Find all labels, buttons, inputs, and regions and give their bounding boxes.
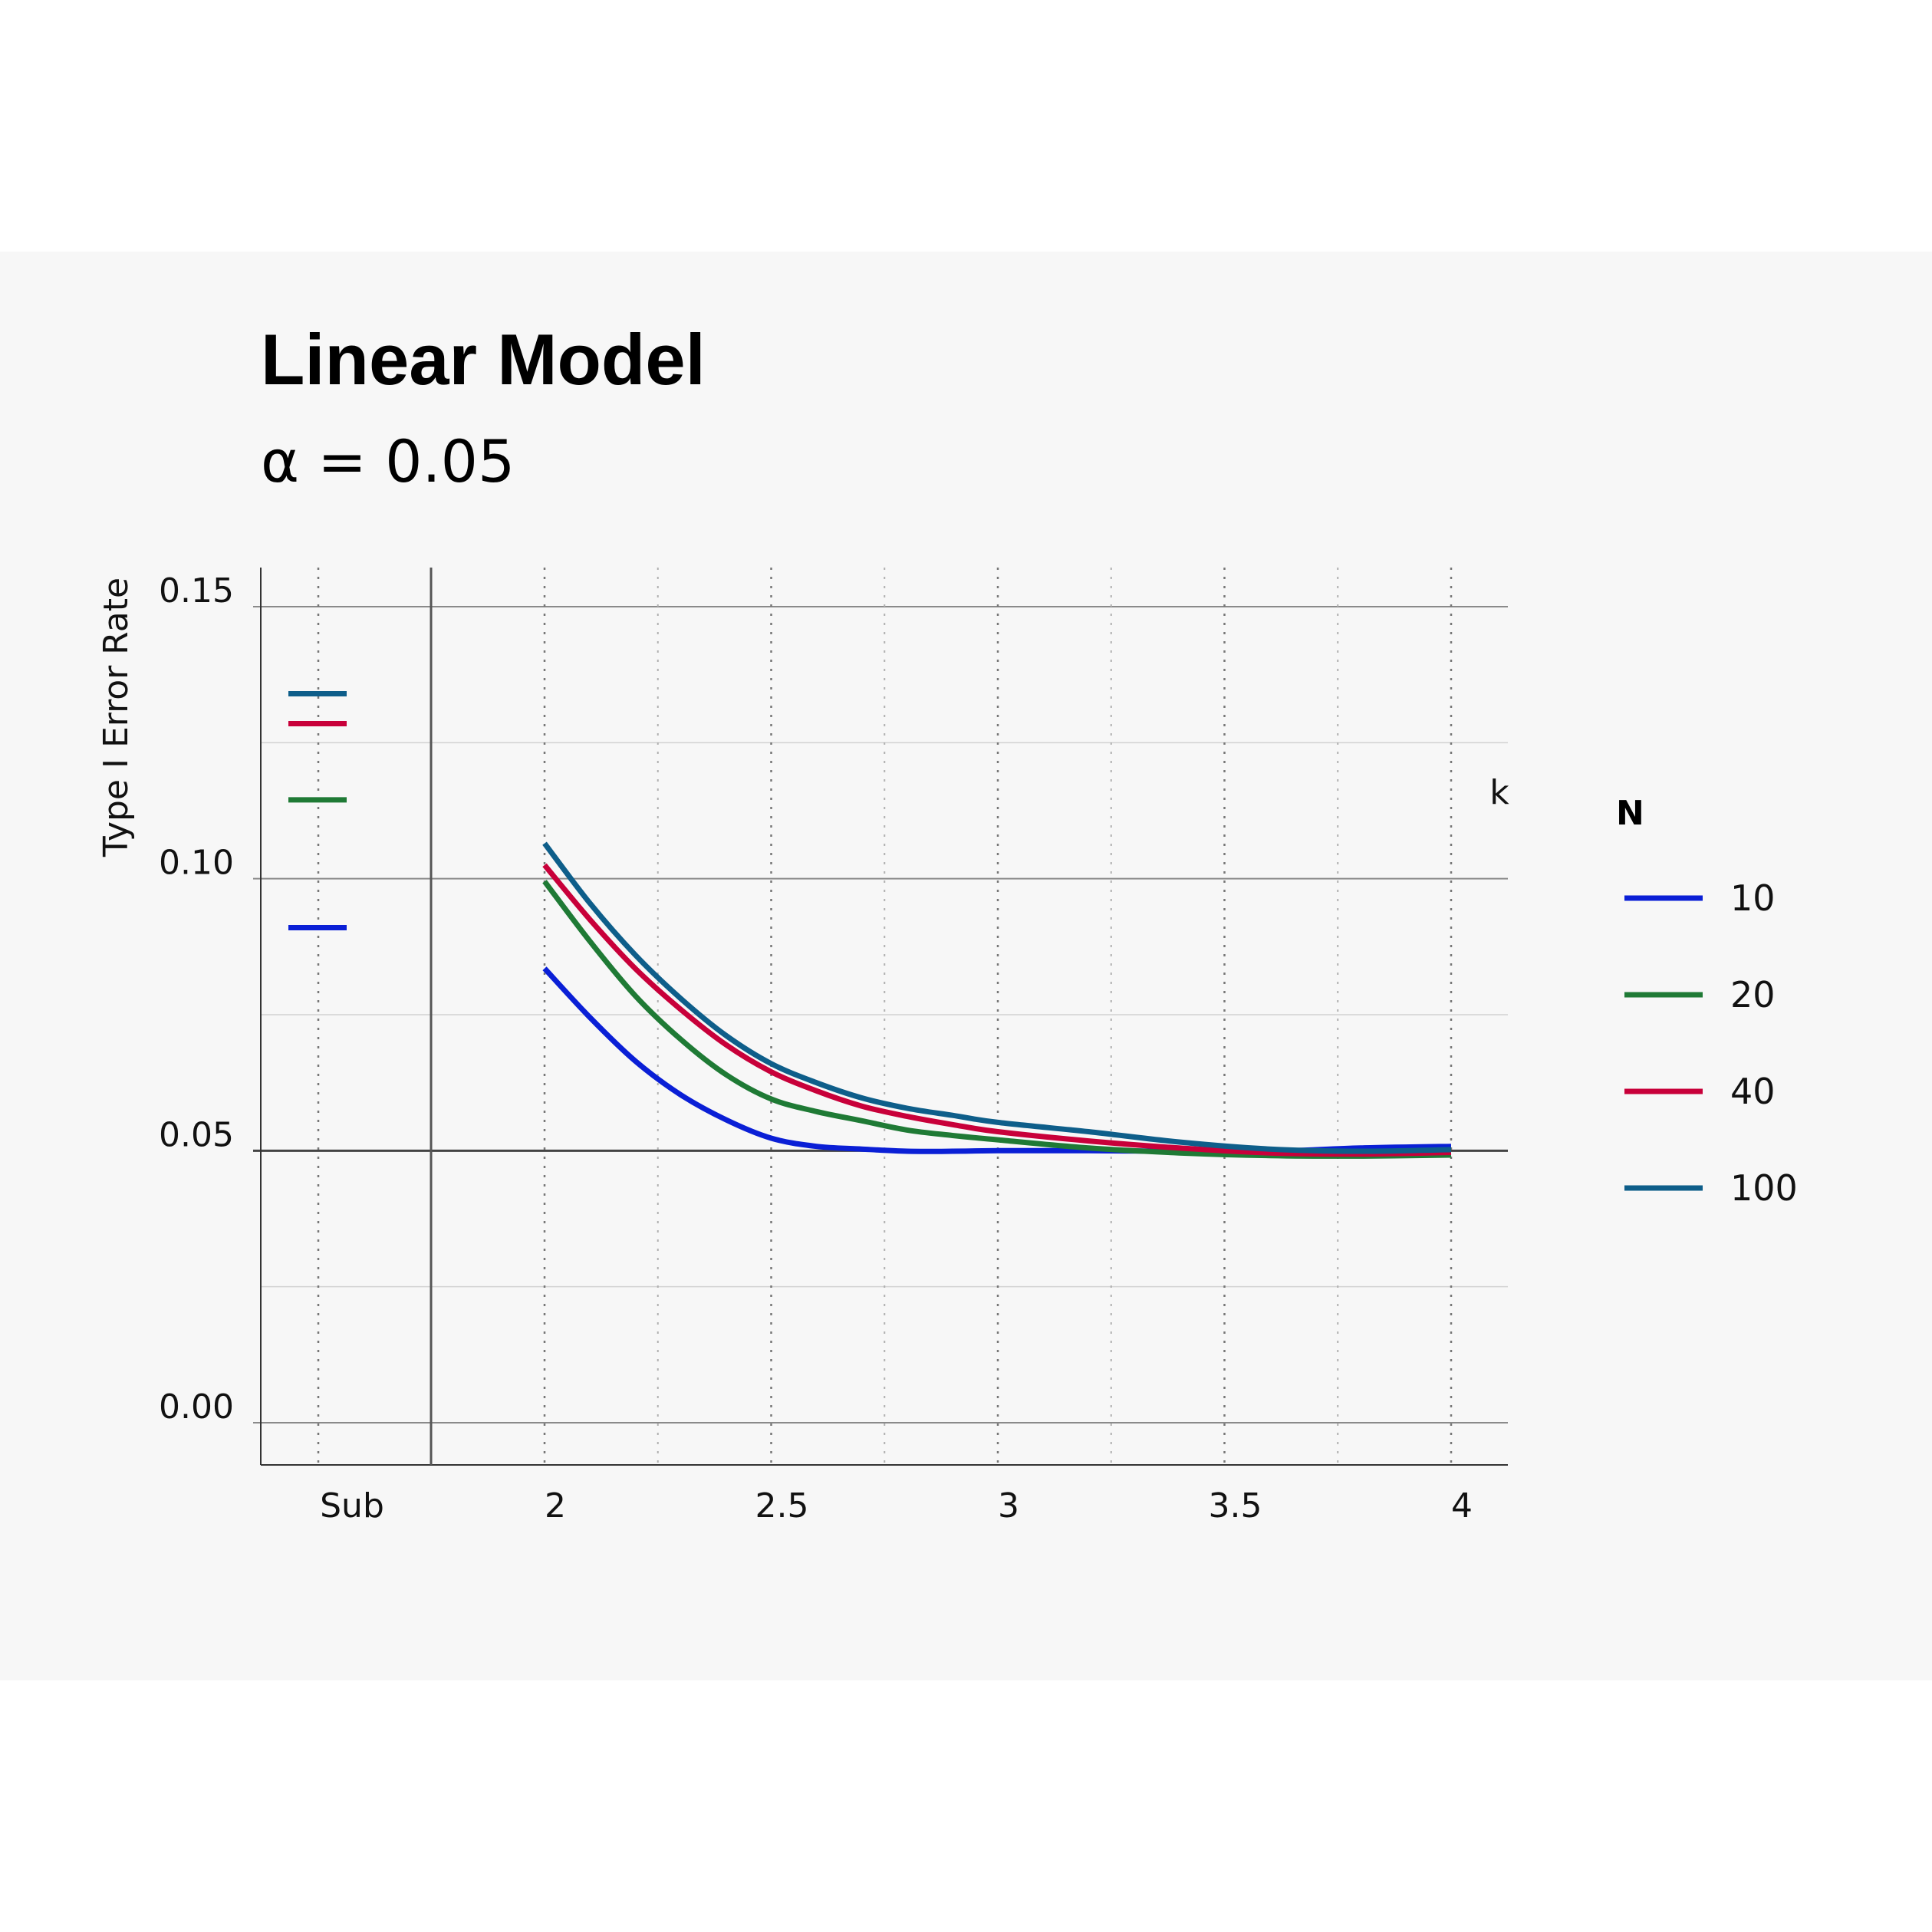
chart-panel: Linear Model α = 0.05 0.00 0.05 0.10 0.15 2 2…	[0, 252, 1932, 1680]
chart-title: Linear Model	[261, 319, 706, 400]
sub-markers-layer	[288, 690, 347, 931]
x-tick-label: 4	[1451, 1486, 1473, 1526]
axes-layer	[260, 568, 1508, 1466]
legend-title: N	[1616, 794, 1644, 833]
legend-label-10: 10	[1730, 877, 1776, 919]
x-tick-label: 2	[545, 1486, 566, 1526]
x-tick-label: 2.5	[755, 1486, 809, 1526]
legend-label-40: 40	[1730, 1071, 1776, 1112]
series-line-40	[542, 863, 1452, 1157]
y-tick-label: 0.15	[159, 571, 234, 611]
y-tick-label: 0.00	[159, 1387, 234, 1427]
y-tick-label: 0.10	[159, 844, 234, 883]
y-tick-label: 0.05	[159, 1115, 234, 1154]
tick-labels-layer: 0.00 0.05 0.10 0.15 2 2.5 3 3.5 4 Sub	[159, 571, 1473, 1526]
series-line-20	[542, 880, 1452, 1159]
chart-subtitle: α = 0.05	[261, 427, 515, 495]
legend: N 10 20 40 100	[1616, 794, 1798, 1209]
x-tick-label: 3.5	[1209, 1486, 1262, 1526]
chart-svg: Linear Model α = 0.05 0.00 0.05 0.10 0.15 2 2…	[97, 319, 1798, 1526]
series-line-100	[542, 841, 1452, 1154]
grid-layer	[253, 568, 1508, 1465]
legend-label-100: 100	[1730, 1167, 1798, 1209]
legend-label-20: 20	[1730, 974, 1776, 1015]
series-layer	[542, 841, 1452, 1159]
y-axis-title: Type I Error Rate	[97, 578, 136, 857]
x-axis-title: k	[1489, 773, 1509, 812]
x-tick-label: 3	[998, 1486, 1019, 1526]
x-tick-label-sub: Sub	[320, 1486, 384, 1526]
